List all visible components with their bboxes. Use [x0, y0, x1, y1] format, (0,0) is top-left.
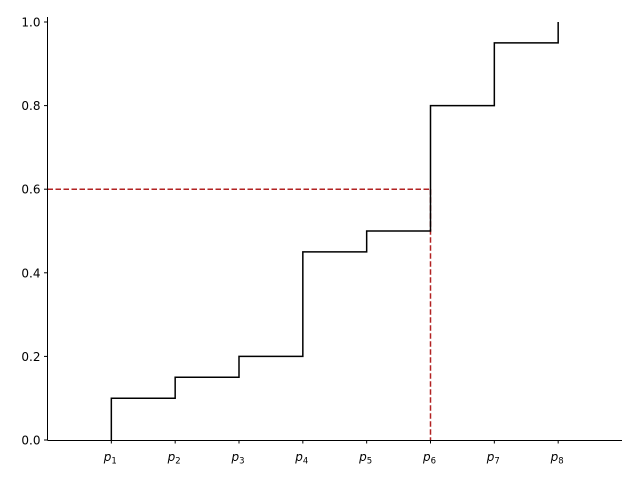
x-tick-label-subscript: 7	[494, 457, 499, 467]
x-tick-label-base: p	[358, 450, 367, 464]
x-tick-label-subscript: 6	[431, 457, 436, 467]
x-tick-label-base: p	[230, 450, 239, 464]
x-tick-label-base: p	[294, 450, 303, 464]
x-tick-label: p8	[550, 450, 564, 467]
x-tick-label-base: p	[550, 450, 559, 464]
y-tick-label: 0.4	[21, 266, 40, 280]
x-tick-label: p1	[103, 450, 117, 467]
cumulative-step-line	[110, 22, 559, 440]
x-tick-label: p2	[167, 450, 181, 467]
y-tick-label: 0.8	[21, 99, 40, 113]
x-tick-label-subscript: 4	[303, 457, 308, 467]
x-tick-label-base: p	[103, 450, 112, 464]
x-tick-label: p7	[486, 450, 500, 467]
y-ticks: 0.0 0.2 0.4 0.6 0.8 1.0	[21, 16, 48, 448]
x-tick-label-subscript: 3	[239, 457, 244, 467]
y-tick-label: 0.0	[21, 434, 40, 448]
x-tick-label: p3	[230, 450, 244, 467]
x-tick-label-subscript: 5	[367, 457, 372, 467]
y-tick-label: 0.2	[21, 350, 40, 364]
x-tick-label-base: p	[422, 450, 431, 464]
step-series	[110, 22, 559, 440]
x-ticks: p1 p2 p3 p4 p5 p6 p7 p8	[103, 440, 564, 467]
x-tick-label-base: p	[486, 450, 495, 464]
axes	[47, 17, 622, 441]
x-tick-label-base: p	[167, 450, 176, 464]
x-tick-label-subscript: 1	[111, 457, 116, 467]
x-tick-label: p5	[358, 450, 372, 467]
reference-lines	[47, 188, 432, 440]
x-tick-label: p4	[294, 450, 308, 467]
x-tick-label-subscript: 2	[175, 457, 180, 467]
x-tick-label: p6	[422, 450, 436, 467]
x-tick-label-subscript: 8	[558, 457, 563, 467]
y-tick-label: 0.6	[21, 183, 40, 197]
y-tick-label: 1.0	[21, 16, 40, 30]
